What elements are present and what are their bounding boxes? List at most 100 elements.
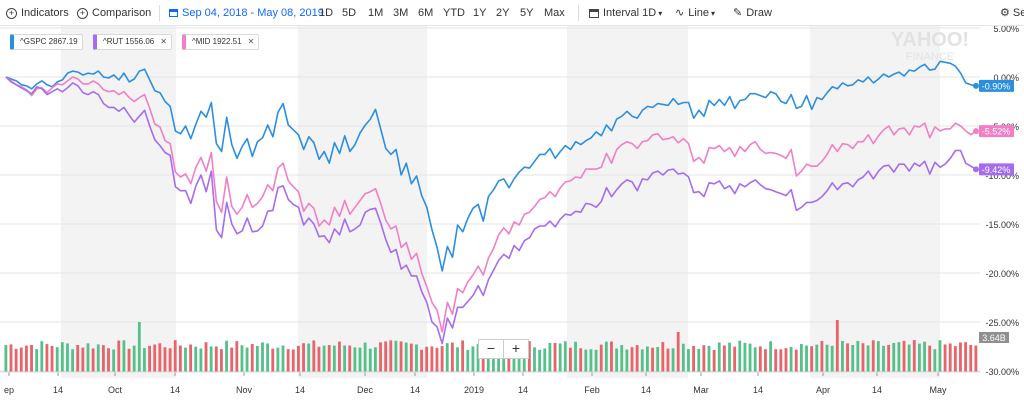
- volume-bar: [327, 345, 331, 372]
- value-badge-label: -0.90%: [982, 81, 1011, 91]
- zoom-in-button[interactable]: +: [503, 339, 529, 359]
- chart-type-dropdown[interactable]: ∿ Line ▾: [675, 5, 715, 21]
- volume-bar: [45, 344, 49, 372]
- volume-bar: [625, 349, 629, 372]
- volume-bar: [332, 345, 336, 372]
- range-3m[interactable]: 3M: [393, 7, 409, 19]
- last-point-marker: [973, 128, 979, 135]
- symbol-tag-rut[interactable]: ^RUT 1556.06 ✕: [93, 34, 172, 50]
- range-2y[interactable]: 2Y: [496, 7, 510, 19]
- volume-bar: [9, 344, 13, 372]
- settings-button[interactable]: ⚙ Se: [1000, 5, 1024, 21]
- range-6m[interactable]: 6M: [418, 7, 434, 19]
- range-ytd[interactable]: YTD: [443, 7, 465, 19]
- volume-bar: [404, 342, 408, 372]
- range-1m[interactable]: 1M: [368, 7, 384, 19]
- volume-bar: [137, 322, 141, 372]
- month-band: [61, 26, 176, 378]
- volume-bar: [209, 346, 213, 372]
- series-lines: [5, 60, 977, 345]
- volume-bar: [830, 345, 834, 372]
- volume-bar: [733, 346, 737, 372]
- range-5d[interactable]: 5D: [342, 7, 357, 19]
- volume-bar: [558, 343, 562, 372]
- month-band: [298, 26, 427, 378]
- volume-bar: [343, 345, 347, 372]
- volume-bar: [225, 340, 228, 372]
- volume-bar: [220, 349, 223, 372]
- zoom-out-button[interactable]: −: [478, 339, 504, 359]
- x-tick-label: Oct: [108, 385, 123, 395]
- x-tick-label: Nov: [236, 385, 253, 395]
- toolbar-divider: [159, 5, 160, 21]
- volume-bar: [687, 349, 690, 372]
- volume-bar: [286, 349, 290, 372]
- volume-bar: [661, 342, 665, 372]
- last-point-marker: [973, 166, 979, 173]
- volume-bar: [445, 343, 449, 372]
- volume-bar: [527, 341, 531, 372]
- volume-bar: [743, 342, 747, 372]
- volume-bar: [856, 340, 860, 372]
- volume-bar: [589, 349, 593, 372]
- volume-bar: [748, 343, 752, 372]
- range-5y[interactable]: 5Y: [520, 7, 534, 19]
- volume-bar: [368, 348, 372, 372]
- y-gridlines: [0, 27, 980, 372]
- volume-bar: [645, 346, 649, 372]
- toolbar-divider: [578, 5, 579, 21]
- volume-bar: [866, 345, 870, 372]
- interval-value: 1D: [642, 7, 657, 19]
- volume-bar: [132, 345, 136, 372]
- close-icon[interactable]: ✕: [247, 37, 255, 46]
- range-1d[interactable]: 1D: [319, 7, 334, 19]
- volume-bar: [194, 346, 198, 372]
- volume-bar: [574, 341, 577, 372]
- volume-bar: [599, 344, 603, 372]
- volume-bar: [322, 345, 326, 372]
- date-range-label: Sep 04, 2018 - May 08, 2019: [182, 7, 324, 19]
- volume-bar: [173, 340, 177, 372]
- volume-bar: [615, 348, 619, 372]
- series-line-gspc: [5, 60, 977, 272]
- date-range-picker[interactable]: Sep 04, 2018 - May 08, 2019: [169, 5, 324, 21]
- volume-bar: [214, 346, 218, 372]
- volume-bar: [579, 348, 583, 372]
- x-tick-label: Dec: [357, 385, 374, 395]
- range-1y[interactable]: 1Y: [473, 7, 487, 19]
- volume-bar: [184, 347, 187, 372]
- indicators-button[interactable]: + Indicators: [6, 5, 69, 21]
- volume-bar: [76, 345, 80, 372]
- volume-bar: [769, 341, 772, 372]
- symbol-tag-gspc[interactable]: ^GSPC 2867.19: [10, 34, 83, 50]
- volume-bar: [974, 345, 978, 372]
- interval-dropdown[interactable]: Interval 1D ▾: [589, 5, 662, 21]
- volume-bar: [882, 345, 885, 372]
- volume-bar: [399, 341, 403, 372]
- range-max[interactable]: Max: [544, 7, 565, 19]
- comparison-button[interactable]: + Comparison: [77, 5, 151, 21]
- volume-bar: [199, 348, 203, 372]
- volume-bar: [758, 346, 762, 372]
- volume-bar: [178, 345, 182, 372]
- value-badge: [979, 163, 1014, 176]
- volume-bar: [14, 348, 18, 372]
- value-badge-label: -5.52%: [982, 127, 1011, 137]
- symbol-tag-mid[interactable]: ^MID 1922.51 ✕: [182, 34, 260, 50]
- draw-button[interactable]: ✎ Draw: [733, 5, 772, 21]
- draw-label: Draw: [746, 7, 772, 19]
- volume-bar: [666, 348, 670, 372]
- volume-bar: [810, 346, 814, 372]
- month-band: [810, 26, 940, 378]
- volume-bar: [235, 341, 239, 372]
- volume-bar: [66, 343, 69, 372]
- y-tick-label: -20.00%: [985, 269, 1019, 279]
- volume-bar: [450, 342, 454, 372]
- volume-bar: [158, 343, 162, 372]
- volume-bar: [640, 349, 644, 372]
- volume-bar: [430, 346, 434, 372]
- volume-bar: [276, 347, 280, 372]
- close-icon[interactable]: ✕: [160, 37, 167, 46]
- volume-bar: [676, 332, 680, 372]
